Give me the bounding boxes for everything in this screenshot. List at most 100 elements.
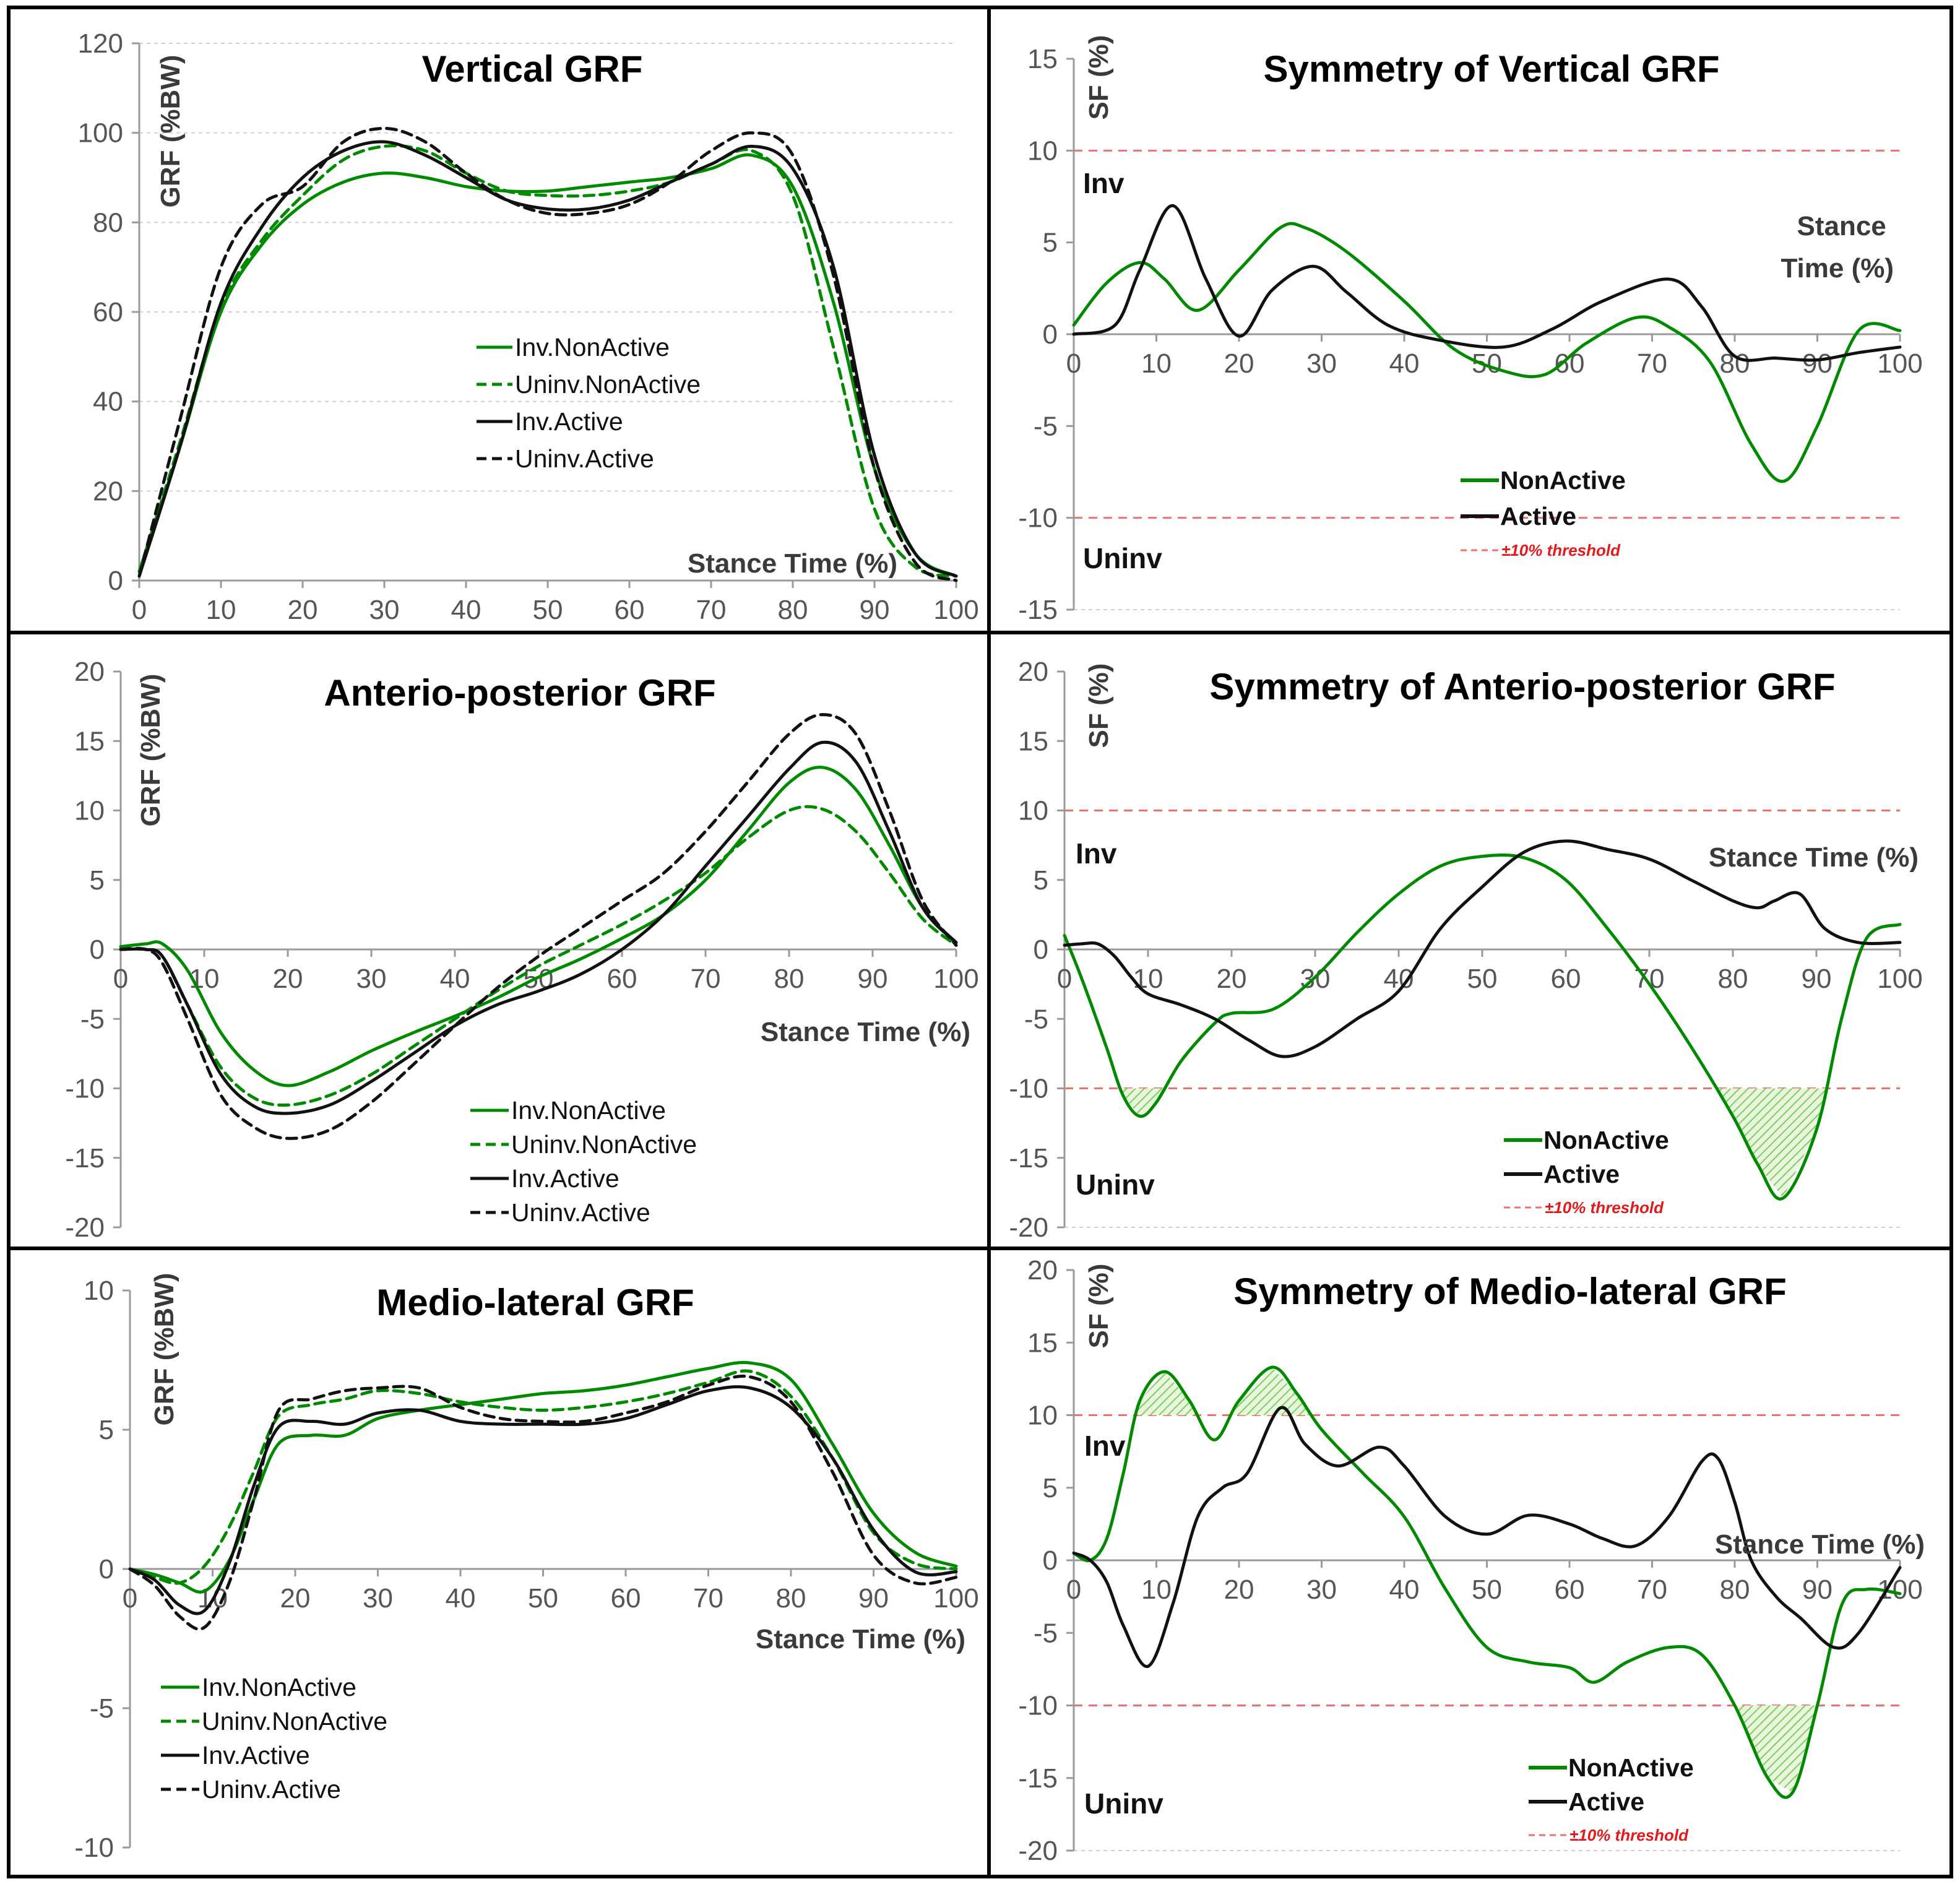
exceedance-area bbox=[1138, 1372, 1200, 1415]
x-tick-label: 100 bbox=[1877, 964, 1922, 994]
x-tick-label: 60 bbox=[1555, 1575, 1585, 1605]
legend-label: Uninv.Active bbox=[511, 1198, 650, 1227]
upper-side-label: Inv bbox=[1076, 837, 1117, 870]
y-axis-title: SF (%) bbox=[1084, 1264, 1114, 1349]
series-line-active bbox=[1072, 204, 1902, 362]
y-tick-label: 15 bbox=[74, 726, 105, 756]
x-tick-label: 70 bbox=[691, 964, 721, 994]
x-tick-label: 100 bbox=[933, 1583, 978, 1614]
legend-item: NonActive bbox=[1504, 1126, 1669, 1154]
legend-label: NonActive bbox=[1500, 466, 1626, 495]
x-tick-label: 70 bbox=[696, 595, 727, 625]
y-tick-label: 10 bbox=[1027, 136, 1058, 166]
y-tick-label: 0 bbox=[99, 1554, 114, 1584]
y-tick-label: 80 bbox=[93, 207, 123, 238]
series-line-inv-active bbox=[119, 740, 958, 1115]
x-tick-label: 50 bbox=[528, 1583, 558, 1614]
y-axis-title: SF (%) bbox=[1084, 35, 1114, 120]
x-tick-label: 30 bbox=[1306, 1575, 1337, 1605]
y-tick-label: 5 bbox=[1043, 228, 1058, 258]
y-axis-title: GRF (%BW) bbox=[149, 1273, 179, 1426]
legend-label: Inv.NonActive bbox=[515, 333, 670, 361]
series-group bbox=[137, 126, 958, 582]
legend-item: Inv.Active bbox=[161, 1741, 310, 1769]
threshold-lines bbox=[1074, 149, 1900, 610]
y-tick-label: -10 bbox=[1018, 503, 1058, 534]
legend-label: Inv.Active bbox=[515, 407, 623, 436]
y-tick-label: -10 bbox=[1009, 1074, 1048, 1104]
y-axis: 0 20 40 60 80 100 120 bbox=[78, 28, 140, 596]
upper-side-label: Inv bbox=[1083, 167, 1125, 199]
panel-border bbox=[987, 1247, 1953, 1878]
panel-border bbox=[987, 6, 1953, 634]
x-tick-label: 100 bbox=[933, 964, 978, 994]
legend-item: Active bbox=[1529, 1787, 1644, 1816]
legend-item: NonActive bbox=[1529, 1753, 1694, 1782]
y-tick-label: 10 bbox=[74, 796, 105, 826]
series-line-uninv-nonactive bbox=[137, 144, 958, 578]
y-tick-label: -5 bbox=[1024, 1004, 1048, 1034]
series-line-uninv-nonactive bbox=[119, 805, 958, 1107]
x-tick-label: 10 bbox=[206, 595, 236, 625]
exceedance-area bbox=[1230, 1367, 1314, 1415]
series-group bbox=[1072, 1365, 1902, 1799]
x-tick-label: 0 bbox=[1066, 348, 1081, 379]
legend-item: Active bbox=[1504, 1160, 1620, 1188]
y-tick-label: -10 bbox=[65, 1074, 105, 1104]
y-tick-label: 0 bbox=[1034, 935, 1048, 965]
series-line-nonactive bbox=[1072, 1365, 1902, 1799]
x-axis-title: Stance Time (%) bbox=[761, 1017, 970, 1047]
y-tick-label: 0 bbox=[1043, 1545, 1058, 1576]
x-tick-label: 90 bbox=[1802, 964, 1832, 994]
series-group bbox=[1063, 839, 1902, 1201]
y-tick-label: 10 bbox=[84, 1276, 114, 1306]
x-tick-label: 50 bbox=[1472, 1575, 1502, 1605]
legend-item: Uninv.NonActive bbox=[470, 1130, 697, 1159]
x-tick-label: 40 bbox=[451, 595, 481, 625]
x-axis: 0 10 20 30 40 50 60 70 80 90 100 bbox=[1066, 1559, 1923, 1605]
x-axis: 0 10 20 30 40 50 60 70 80 90 100 bbox=[1057, 948, 1923, 994]
y-tick-label: 10 bbox=[1018, 796, 1048, 826]
legend-label: Uninv.NonActive bbox=[515, 370, 701, 399]
x-tick-label: 80 bbox=[778, 595, 808, 625]
chart-title: Medio-lateral GRF bbox=[376, 1282, 694, 1323]
y-tick-label: -20 bbox=[1018, 1836, 1058, 1866]
series-line-inv-nonactive bbox=[128, 1360, 958, 1594]
legend-label: Inv.Active bbox=[202, 1741, 310, 1769]
y-tick-label: 0 bbox=[1043, 319, 1058, 350]
series-line-uninv-active bbox=[119, 713, 958, 1140]
x-tick-label: 20 bbox=[1217, 964, 1247, 994]
series-group bbox=[128, 1360, 958, 1631]
y-tick-label: 0 bbox=[90, 935, 105, 965]
series-group bbox=[119, 713, 958, 1140]
legend: Inv.NonActive Uninv.NonActive Inv.Active… bbox=[470, 1096, 697, 1227]
legend-label: Active bbox=[1500, 502, 1576, 530]
legend-item: ±10% threshold bbox=[1504, 1198, 1664, 1217]
panel-vertical-grf: 0 20 40 60 80 100 120 0 10 20 30 40 50 60 70 80 90 100 V… bbox=[7, 6, 991, 634]
y-tick-label: -5 bbox=[1034, 411, 1058, 441]
y-tick-label: -15 bbox=[1018, 595, 1058, 625]
x-tick-label: 0 bbox=[1066, 1575, 1081, 1605]
y-tick-label: 5 bbox=[99, 1415, 114, 1445]
y-tick-label: -20 bbox=[65, 1212, 105, 1243]
y-axis: -20 -15 -10 -5 0 5 10 15 20 bbox=[1018, 1255, 1075, 1866]
y-tick-label: -15 bbox=[1009, 1143, 1048, 1173]
x-tick-label: 20 bbox=[280, 1583, 311, 1614]
x-axis: 0 10 20 30 40 50 60 70 80 90 100 bbox=[132, 579, 979, 625]
x-tick-label: 30 bbox=[363, 1583, 393, 1614]
x-tick-label: 60 bbox=[607, 964, 637, 994]
legend-item: Inv.NonActive bbox=[477, 333, 670, 361]
x-axis-title: Stance Time (%) bbox=[756, 1624, 965, 1654]
legend-label: Uninv.Active bbox=[202, 1775, 341, 1804]
legend-item: Inv.NonActive bbox=[161, 1673, 356, 1701]
legend-item: ±10% threshold bbox=[1461, 541, 1621, 560]
x-tick-label: 20 bbox=[288, 595, 318, 625]
legend: Inv.NonActive Uninv.NonActive Inv.Active… bbox=[477, 333, 701, 473]
exceedance-area bbox=[1718, 1088, 1827, 1198]
series-line-active bbox=[1072, 1406, 1902, 1668]
x-axis-title: Stance Time (%) bbox=[1715, 1529, 1925, 1560]
x-tick-label: 60 bbox=[615, 595, 645, 625]
x-tick-label: 10 bbox=[1141, 348, 1172, 379]
x-tick-label: 50 bbox=[533, 595, 563, 625]
